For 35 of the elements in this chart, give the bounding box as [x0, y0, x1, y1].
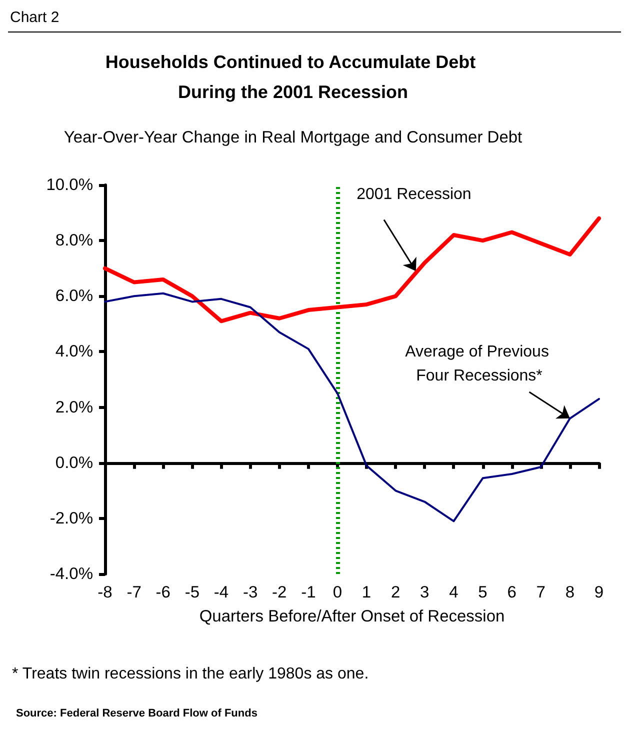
y-tick-label: 6.0%: [55, 287, 94, 306]
x-tick-label: -6: [156, 584, 170, 602]
y-tick-label: 2.0%: [55, 398, 94, 416]
annotation: Average of Previous Four Recessions*: [405, 343, 554, 384]
x-tick-label: -8: [98, 584, 112, 602]
y-tick-label: 4.0%: [55, 342, 94, 361]
x-tick-label: 3: [420, 584, 430, 602]
caption: Chart 2: [10, 9, 60, 26]
text: * Treats twin recessions in the early 1980s as one.: [12, 666, 369, 682]
x-tick-label: 0: [332, 584, 342, 602]
x-tick-label: -2: [272, 584, 287, 602]
x-tick-label: 2: [390, 584, 400, 602]
annotation: 2001 Recession: [356, 186, 472, 204]
x-tick-label: 4: [449, 584, 458, 602]
x-tick-label: -4: [214, 584, 229, 602]
x-tick-label: -7: [126, 584, 142, 602]
x-axis-title: Quarters Before/After Onset of Recession: [199, 608, 505, 626]
line-series: [103, 216, 601, 324]
y-tick-label: 8.0%: [55, 232, 94, 250]
chart-title: Households Continued to Accumulate Debt During the 2001 Recession: [105, 52, 481, 102]
y-tick-label: 0.0%: [55, 454, 94, 472]
y-tick-label: -2.0%: [50, 509, 94, 528]
x-tick-label: -5: [184, 584, 200, 602]
x-tick-label: -1: [301, 584, 316, 602]
x-tick-label: 5: [478, 584, 488, 602]
x-tick-label: 8: [565, 584, 575, 602]
x-tick-label: 9: [594, 584, 604, 602]
source-note: Source: Federal Reserve Board Flow of Funds: [16, 708, 258, 720]
y-tick-label: -4.0%: [50, 565, 94, 583]
chart-subtitle: Year-Over-Year Change in Real Mortgage and Consumer Debt: [64, 128, 523, 146]
x-tick-label: 1: [362, 584, 372, 602]
x-tick-label: -3: [242, 584, 258, 602]
x-tick-label: 7: [536, 584, 546, 602]
x-tick-label: 6: [507, 584, 516, 602]
y-tick-label: 10.0%: [46, 176, 94, 194]
